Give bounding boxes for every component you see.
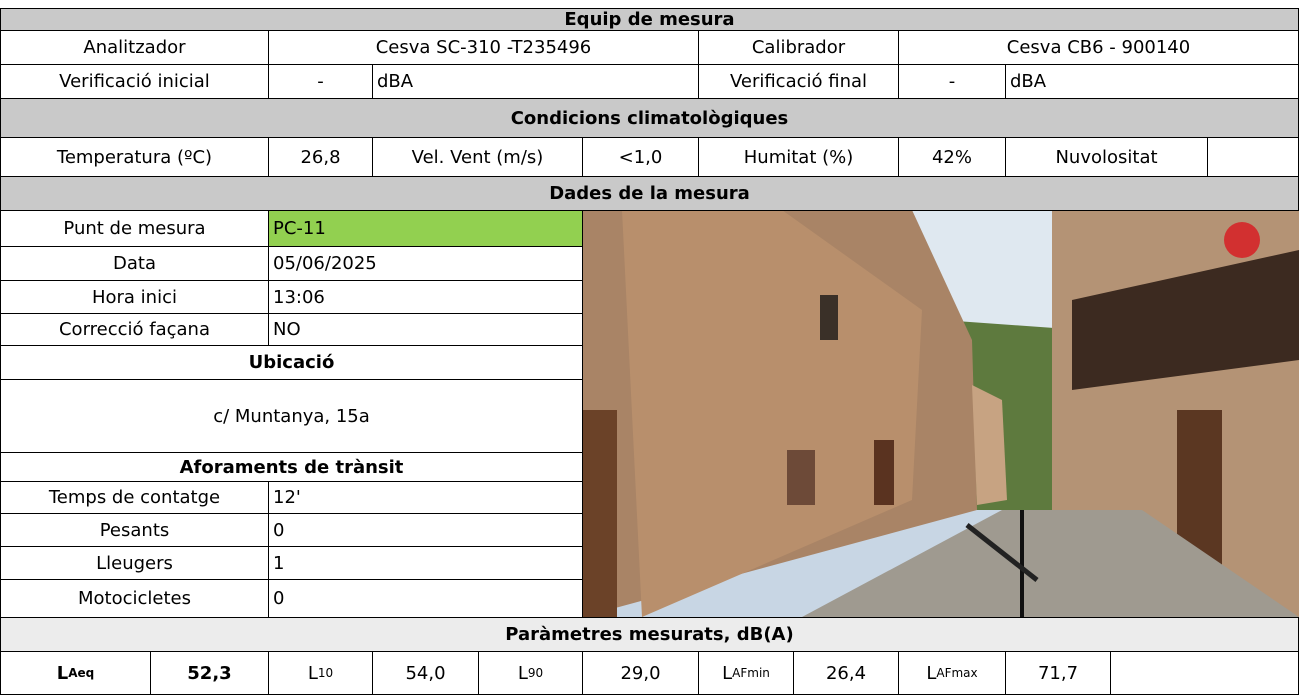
label: Analitzador xyxy=(0,30,269,65)
value: Cesva SC-310 -T235496 xyxy=(268,30,699,65)
value: - xyxy=(268,64,373,99)
parameter-symbol: L Aeq xyxy=(0,651,151,695)
parameter-value: 54,0 xyxy=(372,651,479,695)
value: - xyxy=(898,64,1006,99)
subscript: 10 xyxy=(317,666,334,680)
value: 12' xyxy=(268,481,583,514)
symbol: L xyxy=(926,662,937,684)
section-title: Dades de la mesura xyxy=(0,176,1299,211)
section-title: Paràmetres mesurats, dB(A) xyxy=(0,617,1299,652)
value: 0 xyxy=(268,579,583,618)
label: Humitat (%) xyxy=(698,137,899,177)
empty-cell xyxy=(1110,651,1299,695)
label: Temperatura (ºC) xyxy=(0,137,269,177)
label: Verificació inicial xyxy=(0,64,269,99)
value: Cesva CB6 - 900140 xyxy=(898,30,1299,65)
address: c/ Muntanya, 15a xyxy=(0,379,583,453)
unit: dBA xyxy=(372,64,699,99)
subscript: AFmin xyxy=(732,666,770,680)
label: Hora inici xyxy=(0,280,269,314)
label: Vel. Vent (m/s) xyxy=(372,137,583,177)
label: Temps de contatge xyxy=(0,481,269,514)
label: Verificació final xyxy=(698,64,899,99)
parameter-symbol: L 10 xyxy=(268,651,373,695)
label: Pesants xyxy=(0,513,269,547)
value: 1 xyxy=(268,546,583,580)
street-photo xyxy=(582,210,1299,617)
subsection-title: Aforaments de trànsit xyxy=(0,452,583,482)
parameter-value: 71,7 xyxy=(1005,651,1111,695)
parameter-value: 52,3 xyxy=(150,651,269,695)
label: Motocicletes xyxy=(0,579,269,618)
value: 05/06/2025 xyxy=(268,246,583,281)
section-title: Condicions climatològiques xyxy=(0,98,1299,138)
symbol: L xyxy=(722,662,733,684)
parameter-value: 29,0 xyxy=(582,651,699,695)
empty-cell xyxy=(1207,137,1299,177)
label: Lleugers xyxy=(0,546,269,580)
value: <1,0 xyxy=(582,137,699,177)
parameter-symbol: L AFmin xyxy=(698,651,794,695)
unit: dBA xyxy=(1005,64,1299,99)
symbol: L xyxy=(307,662,318,684)
parameter-symbol: L 90 xyxy=(478,651,583,695)
symbol: L xyxy=(517,662,528,684)
parameter-symbol: L AFmax xyxy=(898,651,1006,695)
subsection-title: Ubicació xyxy=(0,345,583,380)
value: PC-11 xyxy=(268,210,583,247)
label: Calibrador xyxy=(698,30,899,65)
value: 42% xyxy=(898,137,1006,177)
value: 0 xyxy=(268,513,583,547)
subscript: AFmax xyxy=(936,666,978,680)
subscript: Aeq xyxy=(68,666,95,680)
label: Nuvolositat xyxy=(1005,137,1208,177)
value: 26,8 xyxy=(268,137,373,177)
label: Data xyxy=(0,246,269,281)
value: NO xyxy=(268,313,583,346)
symbol: L xyxy=(56,662,69,684)
value: 13:06 xyxy=(268,280,583,314)
label: Correcció façana xyxy=(0,313,269,346)
section-title: Equip de mesura xyxy=(0,8,1299,31)
label: Punt de mesura xyxy=(0,210,269,247)
parameter-value: 26,4 xyxy=(793,651,899,695)
subscript: 90 xyxy=(527,666,544,680)
